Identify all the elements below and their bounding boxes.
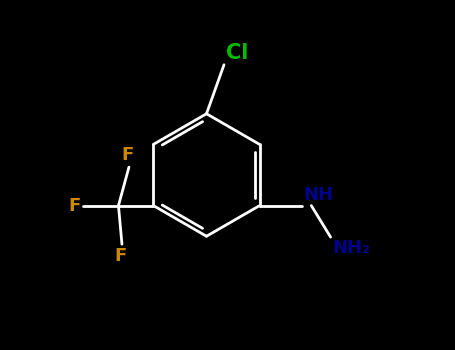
Text: F: F [68, 197, 81, 215]
Text: NH₂: NH₂ [332, 239, 370, 257]
Text: F: F [114, 247, 126, 265]
Text: Cl: Cl [226, 43, 248, 63]
Text: F: F [121, 146, 133, 164]
Text: NH: NH [303, 186, 334, 204]
